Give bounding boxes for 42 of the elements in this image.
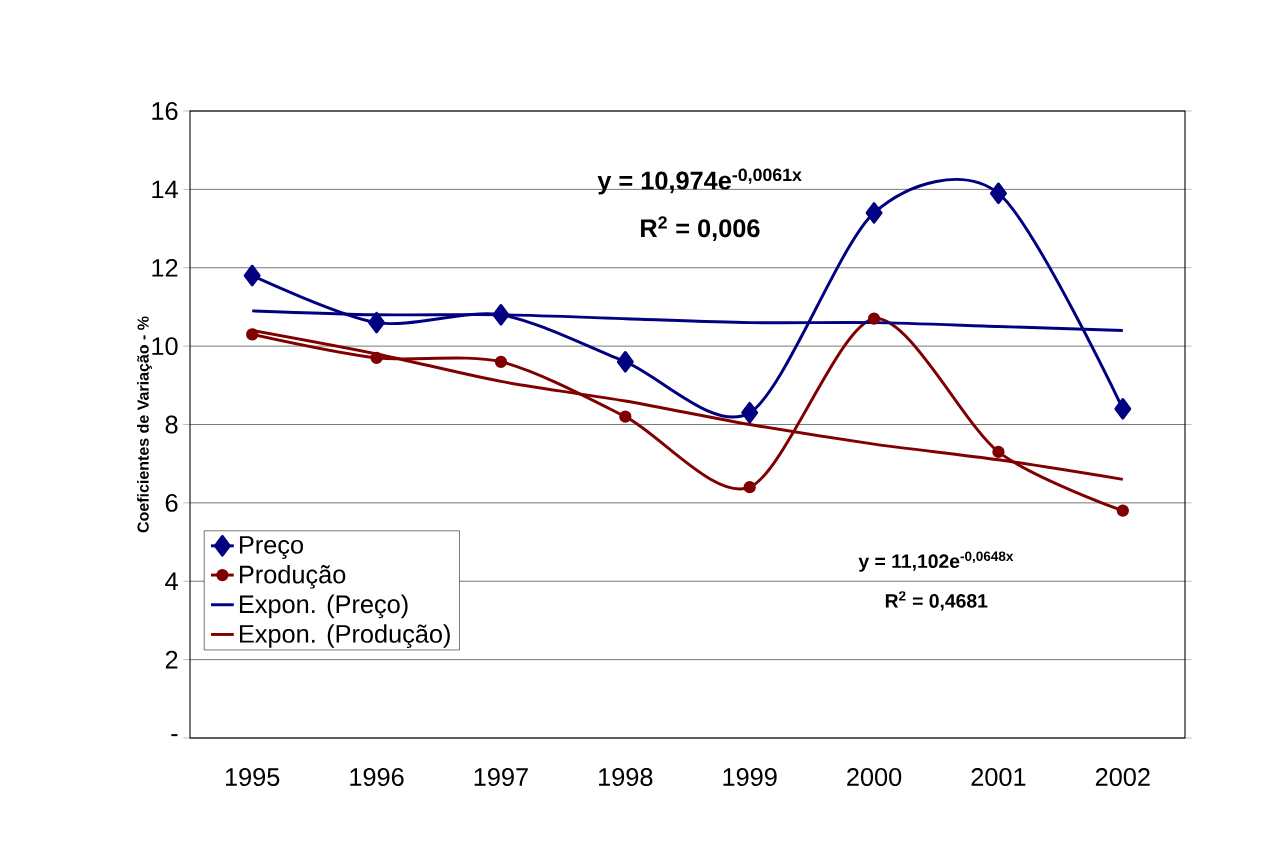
point	[989, 182, 1007, 205]
point	[1116, 504, 1129, 517]
point	[368, 311, 386, 334]
point	[616, 350, 634, 373]
x-tick-label: 2002	[1095, 768, 1150, 786]
y-tick-label: 10	[152, 337, 178, 356]
y-axis-title: Coeficientes de Variação - %	[137, 316, 152, 533]
x-tick-label: 2000	[847, 768, 902, 786]
x-tick-label: 1997	[474, 768, 528, 786]
y-tick-label: 4	[165, 572, 178, 590]
point	[743, 481, 756, 494]
x-tick-label: 1996	[350, 768, 404, 786]
y-tick-label: 12	[152, 258, 178, 277]
point	[492, 303, 510, 326]
point	[865, 202, 883, 224]
annotation: R$^{2}$ = 0,4681	[885, 591, 988, 611]
annotation: R$^{2}$ = 0,006	[641, 216, 760, 241]
y-tick-label: 16	[152, 102, 178, 120]
point	[867, 312, 881, 325]
x-tick-label: 2001	[971, 768, 1026, 786]
point	[243, 264, 261, 287]
y-tick-label: 6	[165, 493, 178, 512]
legend-label: Produção	[239, 564, 346, 589]
y-tick-label: 2	[165, 650, 178, 669]
x-tick-label: 1998	[599, 768, 653, 786]
legend-label: Preço	[239, 536, 304, 559]
annotation: y = 10,974e$^{-0,0061x}$	[597, 168, 802, 195]
y-tick-label: 14	[152, 180, 178, 199]
point	[246, 328, 259, 341]
x-tick-label: 1995	[225, 768, 280, 786]
legend-label: Expon. (Preço)	[239, 594, 408, 619]
annotation: y = 11,102e$^{-0,0648x}$	[858, 551, 1014, 572]
point	[1114, 398, 1132, 420]
point	[619, 410, 632, 423]
point	[494, 355, 508, 368]
y-tick-label: -	[171, 734, 178, 737]
point	[741, 401, 759, 424]
x-tick-label: 1999	[723, 768, 777, 786]
point	[370, 351, 383, 365]
y-tick-label: 8	[165, 415, 178, 434]
legend-label: Expon. (Produção)	[239, 624, 450, 648]
point	[992, 445, 1005, 459]
